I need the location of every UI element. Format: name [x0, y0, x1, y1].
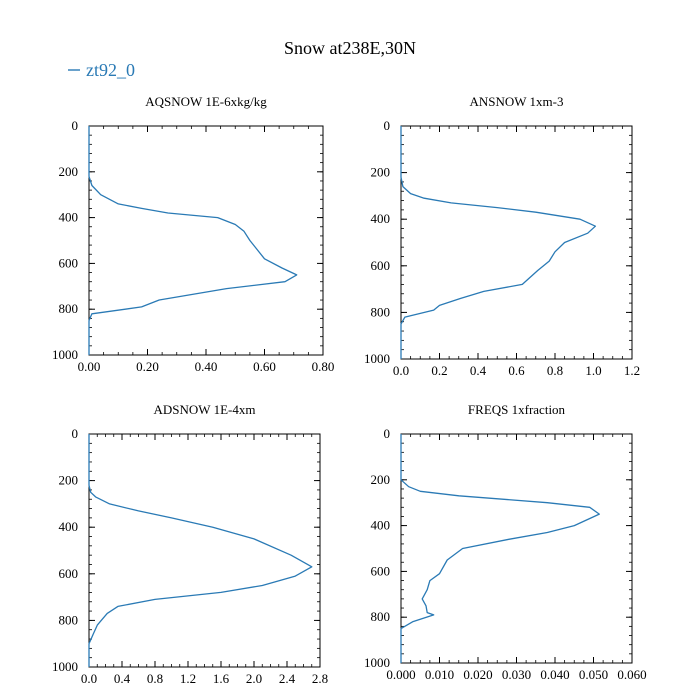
panel-title: ADSNOW 1E-4xm — [154, 402, 256, 417]
y-tick-label: 800 — [371, 609, 391, 624]
y-tick-label: 600 — [59, 566, 79, 581]
plot-frame — [88, 433, 321, 668]
y-tick-label: 0 — [72, 118, 79, 133]
plot-frame — [400, 433, 633, 664]
x-tick-label: 0.040 — [540, 667, 569, 682]
x-tick-label: 0.80 — [312, 359, 335, 374]
y-tick-label: 800 — [59, 612, 79, 627]
x-tick-label: 0.060 — [617, 667, 646, 682]
x-tick-label: 0.4 — [470, 363, 487, 378]
panel-title: FREQS 1xfraction — [468, 402, 566, 417]
legend-label: zt92_0 — [86, 60, 135, 80]
series-line-zt92_0 — [400, 434, 600, 663]
x-tick-label: 0.8 — [147, 671, 163, 686]
x-tick-label: 1.2 — [180, 671, 196, 686]
x-tick-label: 0.8 — [547, 363, 563, 378]
x-tick-label: 1.6 — [213, 671, 230, 686]
x-tick-label: 0.00 — [78, 359, 101, 374]
x-tick-label: 0.020 — [463, 667, 492, 682]
x-tick-label: 0.0 — [393, 363, 409, 378]
x-tick-label: 2.8 — [312, 671, 328, 686]
x-tick-label: 0.20 — [136, 359, 159, 374]
x-tick-label: 0.050 — [579, 667, 608, 682]
x-tick-label: 0.000 — [386, 667, 415, 682]
series-line-zt92_0 — [400, 126, 597, 359]
y-tick-label: 400 — [59, 210, 79, 225]
panel-freqs: FREQS 1xfraction 0.000 0.010 0.020 0.030 0.04… — [364, 402, 647, 682]
y-tick-label: 400 — [59, 519, 79, 534]
x-tick-label: 0.030 — [502, 667, 531, 682]
panel-ansnow: ANSNOW 1xm-3 0.0 0.2 0.4 0.6 0.8 1.0 1.2 0 200 400… — [364, 94, 640, 378]
y-tick-label: 400 — [371, 211, 391, 226]
x-tick-label: 0.4 — [114, 671, 131, 686]
x-tick-label: 0.0 — [81, 671, 97, 686]
y-tick-label: 600 — [371, 563, 391, 578]
x-tick-label: 1.0 — [585, 363, 601, 378]
y-tick-label: 200 — [59, 164, 79, 179]
y-tick-label: 1000 — [364, 655, 390, 670]
x-tick-label: 0.40 — [195, 359, 218, 374]
x-tick-label: 2.4 — [279, 671, 296, 686]
y-tick-label: 600 — [371, 258, 391, 273]
x-tick-label: 0.60 — [253, 359, 276, 374]
y-tick-label: 800 — [59, 301, 79, 316]
x-tick-label: 0.6 — [508, 363, 525, 378]
panel-adsnow: ADSNOW 1E-4xm 0.0 0.4 0.8 1.2 1.6 2.0 2.4 2.8 0 20… — [52, 402, 328, 686]
y-tick-label: 1000 — [52, 659, 78, 674]
plot-frame — [400, 125, 633, 360]
y-tick-label: 200 — [371, 472, 391, 487]
plot-frame — [88, 125, 324, 356]
y-tick-label: 0 — [384, 118, 391, 133]
x-tick-label: 1.2 — [624, 363, 640, 378]
y-tick-label: 0 — [384, 426, 391, 441]
y-tick-label: 200 — [59, 473, 79, 488]
x-tick-label: 2.0 — [246, 671, 262, 686]
series-line-zt92_0 — [88, 126, 298, 355]
x-tick-label: 0.010 — [425, 667, 454, 682]
y-tick-label: 0 — [72, 426, 79, 441]
y-tick-label: 200 — [371, 165, 391, 180]
y-tick-label: 1000 — [364, 351, 390, 366]
panel-title: ANSNOW 1xm-3 — [469, 94, 563, 109]
y-tick-label: 400 — [371, 518, 391, 533]
panel-aqsnow: AQSNOW 1E-6xkg/kg 0.00 0.20 0.40 0.60 0.80 0 20… — [52, 94, 334, 374]
y-tick-label: 800 — [371, 304, 391, 319]
series-line-zt92_0 — [88, 434, 313, 667]
y-tick-label: 1000 — [52, 347, 78, 362]
panel-title: AQSNOW 1E-6xkg/kg — [145, 94, 267, 109]
y-tick-label: 600 — [59, 255, 79, 270]
figure-title: Snow at238E,30N — [284, 38, 416, 58]
x-tick-label: 0.2 — [431, 363, 447, 378]
